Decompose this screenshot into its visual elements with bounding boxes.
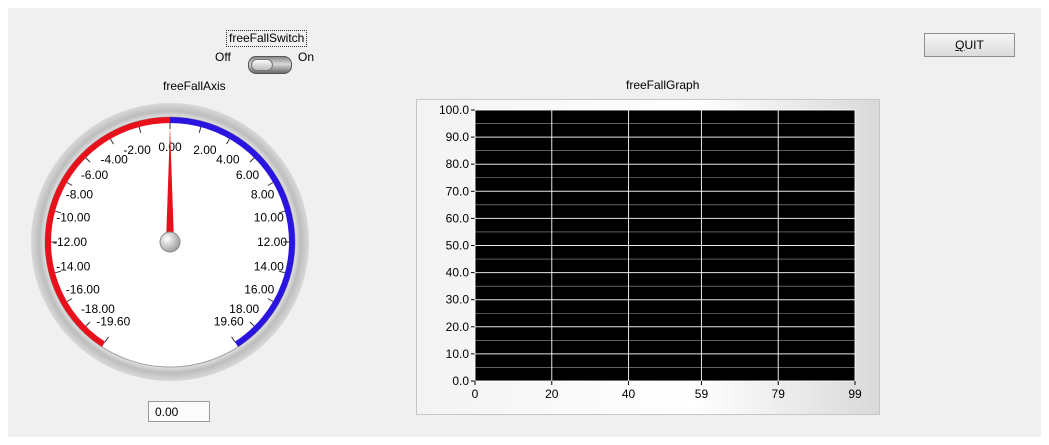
gauge-tick-label: -16.00 [66, 283, 100, 297]
gauge-tick-label: -10.00 [56, 210, 90, 224]
switch-on-label: On [298, 50, 315, 64]
free-fall-gauge[interactable]: -19.60-18.00 -16.00 -14.00 -12.00 -10.00 -8.0… [20, 100, 320, 390]
gauge-tick-label: 10.00 [254, 210, 284, 224]
y-tick-label: 0.0 [452, 374, 469, 388]
gauge-tick [54, 270, 61, 274]
gauge-tick [198, 126, 202, 133]
y-tick-label: 70.0 [446, 184, 470, 198]
y-tick-label: 80.0 [446, 157, 470, 171]
quit-mnemonic: Q [955, 38, 965, 52]
y-tick-label: 100.0 [439, 103, 469, 117]
gauge-tick-label: 12.00 [257, 235, 287, 249]
gauge-tick [110, 138, 114, 145]
gauge-tick-label: 18.00 [229, 302, 259, 316]
gauge-tick [54, 210, 61, 214]
graph-title: freeFallGraph [626, 78, 700, 92]
gauge-tick [226, 138, 230, 145]
gauge-tick [66, 182, 73, 186]
gauge-tick-label: -6.00 [81, 168, 109, 182]
free-fall-graph[interactable]: 0.0 10.0 20.0 30.0 40.0 50.0 60.0 70.0 80.0 90.0 1… [416, 99, 878, 413]
gauge-tick [66, 298, 73, 302]
x-tick-label: 99 [848, 387, 862, 401]
gauge-tick-label: -14.00 [56, 260, 90, 274]
toggle-knob[interactable] [251, 59, 273, 71]
y-tick-label: 60.0 [446, 211, 470, 225]
x-tick-label: 20 [545, 387, 559, 401]
x-tick-label: 0 [472, 387, 479, 401]
y-tick-label: 40.0 [446, 266, 470, 280]
gauge-tick [104, 336, 109, 343]
gauge-tick [85, 321, 91, 327]
gauge-tick-label: 8.00 [251, 188, 275, 202]
gauge-tick-label: -12.00 [53, 235, 87, 249]
quit-label-rest: UIT [964, 38, 984, 52]
gauge-tick-label: 6.00 [236, 168, 260, 182]
gauge-value-display[interactable]: 0.00 [148, 401, 210, 422]
x-tick-label: 79 [772, 387, 786, 401]
x-tick-label: 59 [695, 387, 709, 401]
gauge-tick [249, 321, 255, 327]
gauge-tick [279, 210, 286, 214]
free-fall-switch-toggle[interactable] [248, 56, 292, 74]
gauge-tick [231, 336, 236, 343]
gauge-negative-arc [45, 117, 171, 347]
gauge-needle[interactable] [166, 127, 174, 242]
gauge-tick-label: -19.60 [96, 315, 130, 329]
switch-off-label: Off [215, 50, 231, 64]
y-tick-label: 90.0 [446, 130, 470, 144]
gauge-tick-label: 19.60 [214, 315, 244, 329]
gauge-tick [267, 182, 274, 186]
x-tick-label: 40 [622, 387, 636, 401]
y-tick-label: 20.0 [446, 320, 470, 334]
gauge-hub [159, 231, 181, 253]
y-tick-label: 50.0 [446, 239, 470, 253]
gauge-tick [85, 157, 91, 163]
y-tick-label: 10.0 [446, 347, 470, 361]
gauge-tick-label: 4.00 [216, 153, 240, 167]
gauge-positive-arc [169, 117, 295, 347]
gauge-tick [249, 157, 255, 163]
gauge-tick [279, 270, 286, 274]
gauge-tick-label: -18.00 [81, 302, 115, 316]
gauge-tick-label: -4.00 [101, 153, 129, 167]
switch-label: freeFallSwitch [226, 30, 308, 47]
y-tick-label: 30.0 [446, 293, 470, 307]
gauge-label: freeFallAxis [163, 79, 226, 93]
gauge-tick-label: -2.00 [123, 143, 151, 157]
quit-button[interactable]: QUIT [924, 33, 1015, 57]
gauge-tick-label: 16.00 [244, 283, 274, 297]
gauge-tick-label: 2.00 [193, 143, 217, 157]
gauge-tick-label: -8.00 [66, 188, 94, 202]
gauge-tick [138, 126, 142, 133]
gauge-tick-label: 14.00 [254, 260, 284, 274]
gauge-tick [267, 298, 274, 302]
